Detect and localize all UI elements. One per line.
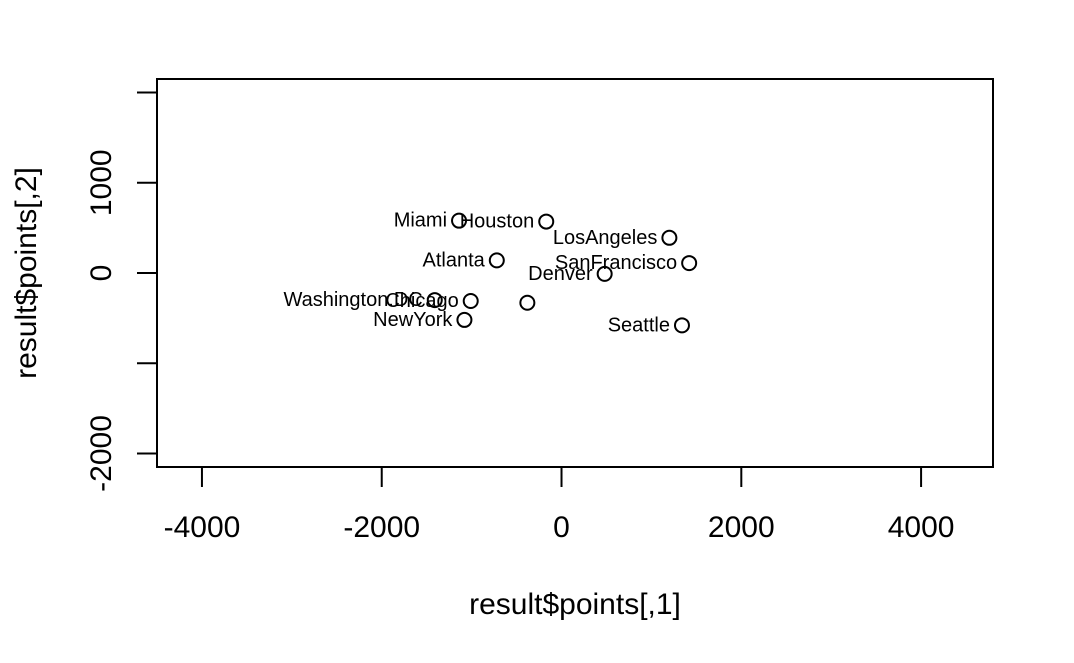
x-tick-label: 4000 (888, 511, 955, 544)
y-tick-label: 1000 (85, 149, 118, 216)
point-label: NewYork (373, 309, 453, 331)
x-axis-title: result$points[,1] (469, 588, 681, 621)
point-label: SanFrancisco (555, 252, 677, 274)
point-label: Houston (460, 211, 535, 233)
data-point (538, 213, 555, 230)
data-point (488, 252, 505, 269)
data-point (681, 255, 698, 272)
data-point (661, 229, 678, 246)
y-axis-title: result$points[,2] (10, 167, 43, 379)
point-label: Atlanta (423, 249, 486, 271)
data-point (456, 311, 473, 328)
data-point (462, 292, 479, 309)
x-tick-label: -4000 (164, 511, 241, 544)
data-point (426, 292, 443, 309)
x-tick-label: 2000 (708, 511, 775, 544)
point-label: Washington.DC (283, 289, 422, 311)
point-label: Seattle (608, 314, 670, 336)
data-point (451, 212, 468, 229)
point-label: Miami (394, 210, 447, 232)
y-tick-label: -2000 (85, 415, 118, 492)
point-label: LosAngeles (553, 227, 658, 249)
data-point (596, 265, 613, 282)
point-label: Chicago (385, 290, 458, 312)
y-tick-label: 0 (85, 265, 118, 282)
x-tick-label: -2000 (343, 511, 420, 544)
x-tick-label: 0 (553, 511, 570, 544)
data-points: Miami Houston LosAngeles Atlanta SanFrancisc… (283, 210, 698, 336)
point-label: Denver (528, 263, 593, 285)
x-axis: -4000 -2000 0 2000 4000 (164, 466, 955, 544)
data-point (519, 294, 536, 311)
data-point (673, 317, 690, 334)
y-axis: -2000 0 1000 (85, 91, 158, 492)
